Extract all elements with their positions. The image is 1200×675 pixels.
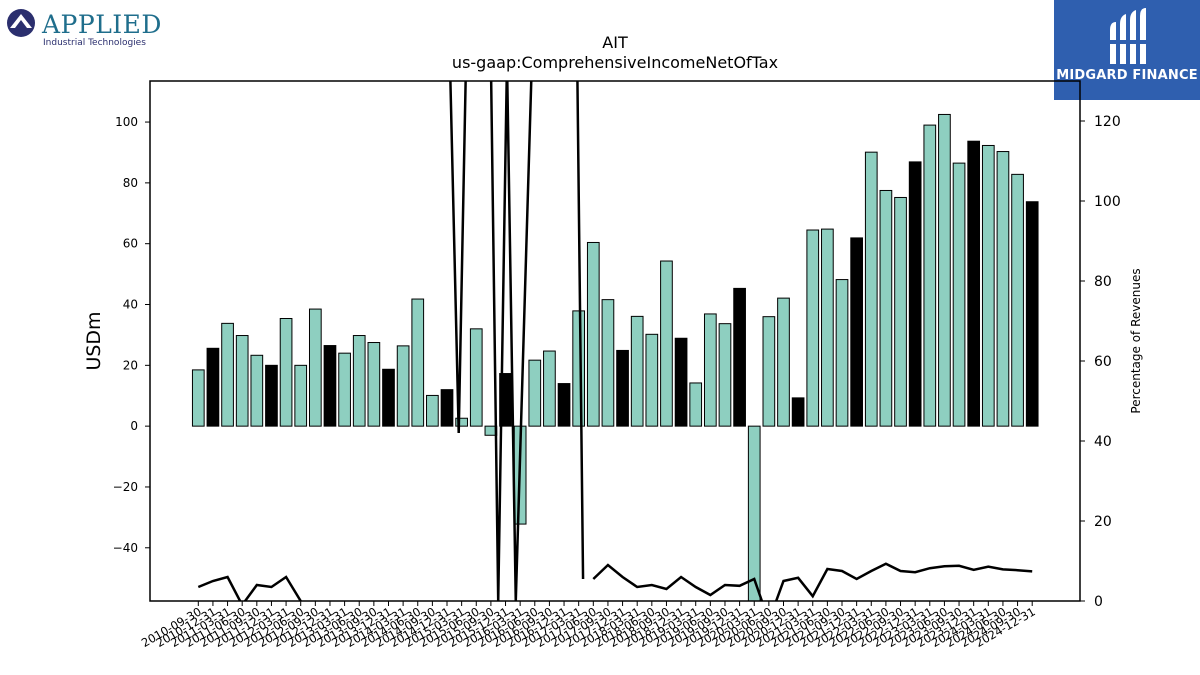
- bar: [469, 328, 483, 427]
- bar: [894, 196, 907, 427]
- bar: [367, 342, 381, 427]
- line-layer: [197, 81, 1033, 601]
- bar: [850, 237, 863, 427]
- y-tick-label: 80: [123, 176, 138, 190]
- y-tick-label: −20: [113, 480, 138, 494]
- bar: [396, 345, 410, 427]
- bar: [821, 228, 834, 427]
- bar: [747, 425, 761, 602]
- bar: [806, 229, 820, 427]
- bar: [352, 335, 366, 427]
- y2-tick-label: 40: [1094, 434, 1112, 450]
- y2-tick-label: 20: [1094, 514, 1112, 530]
- bar: [191, 369, 205, 427]
- chart-title: AIT: [602, 33, 628, 52]
- bar: [923, 124, 937, 427]
- bar: [981, 144, 995, 427]
- bar: [791, 397, 805, 427]
- bar: [601, 299, 615, 427]
- bar: [308, 308, 322, 427]
- bar: [411, 298, 425, 427]
- bar: [426, 394, 439, 427]
- bar: [908, 161, 922, 427]
- bar: [689, 382, 703, 427]
- bar: [528, 359, 542, 427]
- y-tick-label: −40: [113, 541, 138, 555]
- bar: [733, 287, 746, 427]
- y-tick-label: 100: [115, 115, 138, 129]
- bar: [338, 352, 351, 427]
- bar: [660, 260, 673, 427]
- bar: [879, 189, 893, 427]
- y2-tick-label: 80: [1094, 274, 1112, 290]
- y-tick-label: 60: [123, 237, 138, 251]
- applied-logo-sub: Industrial Technologies: [43, 38, 146, 48]
- plot-frame: [149, 80, 1081, 602]
- y-tick-label: 40: [123, 298, 138, 312]
- midgard-mark-icon: [1108, 8, 1148, 64]
- bar: [265, 364, 278, 427]
- bar: [645, 333, 659, 427]
- y2-tick-label: 120: [1094, 114, 1121, 130]
- y2-tick-label: 100: [1094, 194, 1121, 210]
- bar: [440, 389, 454, 427]
- bar: [703, 313, 717, 427]
- bar: [777, 297, 790, 427]
- bar: [294, 364, 308, 427]
- bar: [279, 318, 293, 427]
- y2-axis-label: Percentage of Revenues: [1129, 268, 1143, 413]
- bar: [323, 345, 337, 427]
- bar: [864, 151, 878, 427]
- axes-layer: −40−200204060801000204060801001202010-09…: [113, 80, 1121, 650]
- applied-logo-word: APPLIED: [42, 10, 162, 39]
- revenue-pct-line-spikes: [449, 81, 585, 601]
- bar: [1011, 173, 1024, 427]
- bar: [938, 113, 951, 427]
- y2-tick-label: 60: [1094, 354, 1112, 370]
- applied-globe-icon: [7, 9, 35, 37]
- bar: [543, 350, 556, 427]
- bar: [762, 316, 776, 427]
- y-tick-label: 20: [123, 358, 138, 372]
- midgard-finance-logo: MIDGARD FINANCE: [1054, 0, 1200, 100]
- bar: [382, 368, 395, 427]
- bar: [952, 162, 966, 427]
- bar: [835, 279, 849, 427]
- y2-tick-label: 0: [1094, 594, 1103, 610]
- applied-logo: APPLIED Industrial Technologies: [6, 6, 166, 50]
- midgard-finance-text: MIDGARD FINANCE: [1056, 68, 1198, 83]
- bar: [1025, 201, 1039, 427]
- y-tick-label: 0: [130, 419, 138, 433]
- bar: [250, 354, 264, 427]
- bar: [235, 335, 249, 427]
- bar: [572, 310, 586, 427]
- bars-layer: [191, 113, 1039, 602]
- chart-subtitle: us-gaap:ComprehensiveIncomeNetOfTax: [452, 53, 778, 72]
- bar: [616, 349, 629, 427]
- y-axis-label: USDm: [83, 311, 105, 370]
- bar: [674, 337, 688, 427]
- bar: [718, 323, 732, 427]
- bar: [996, 151, 1010, 427]
- bar: [557, 383, 571, 427]
- bar: [455, 417, 468, 427]
- bar: [967, 140, 981, 427]
- bar: [206, 347, 220, 427]
- bar: [630, 315, 644, 427]
- bar: [586, 241, 600, 427]
- revenue-pct-line: [197, 562, 1033, 601]
- bar: [221, 322, 234, 427]
